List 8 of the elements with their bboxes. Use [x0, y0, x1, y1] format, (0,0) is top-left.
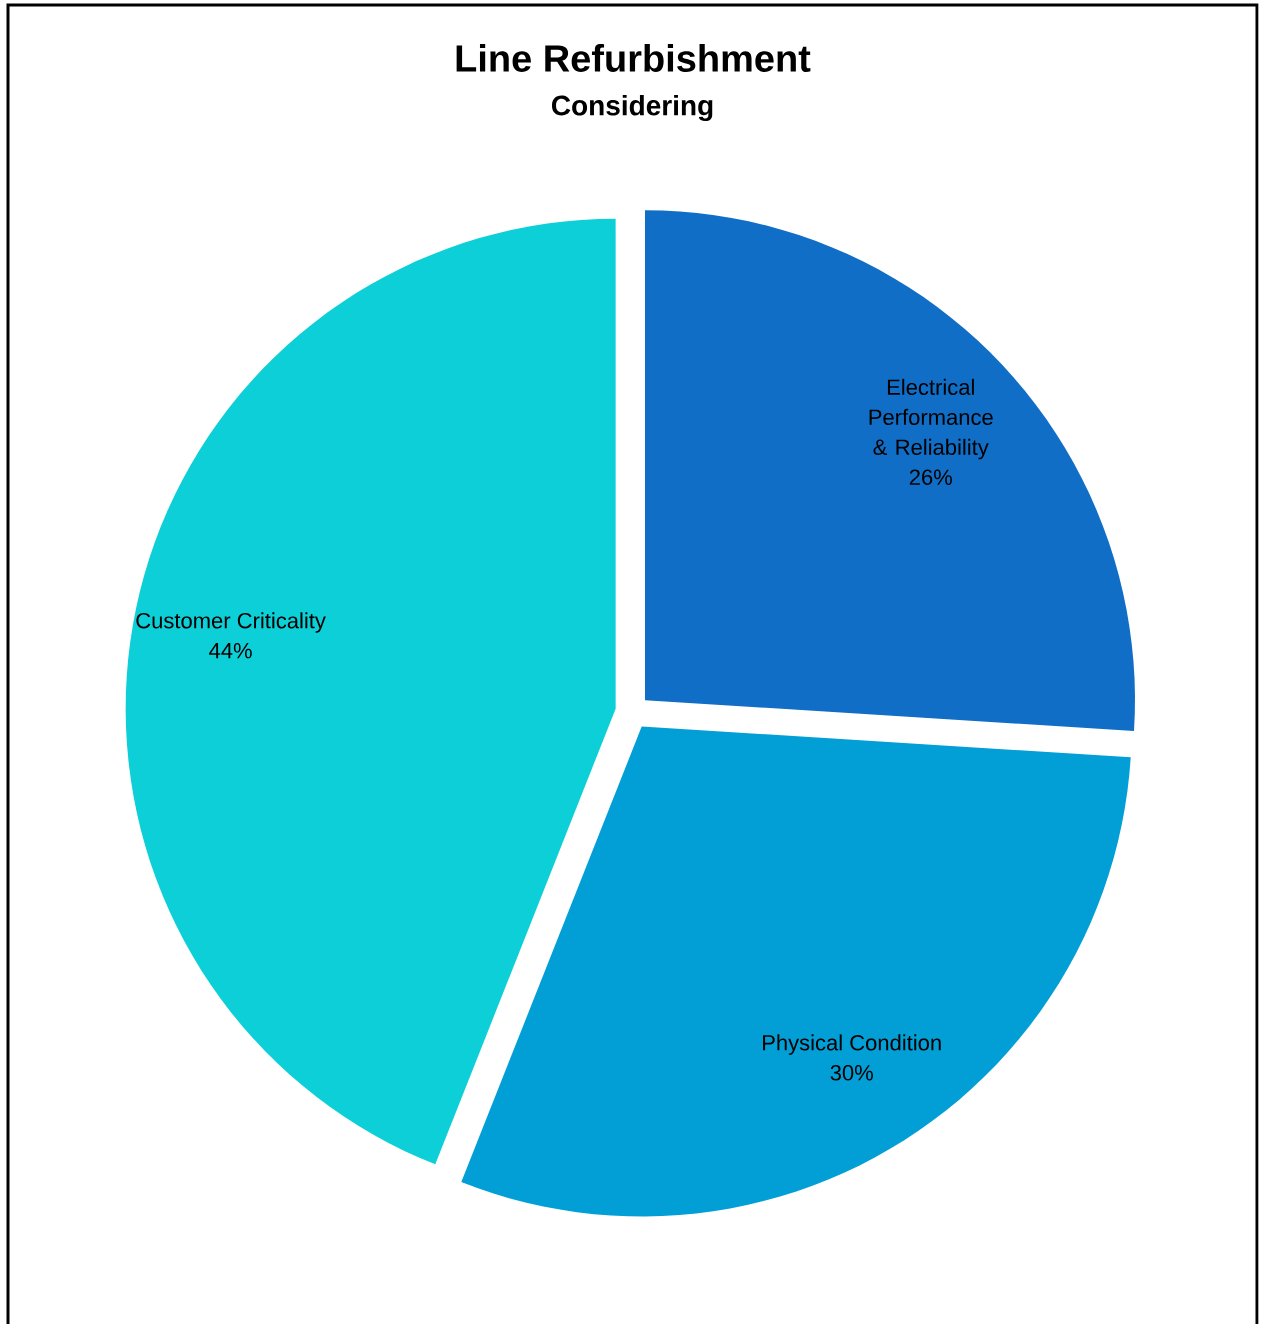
chart-subtitle: Considering [551, 94, 713, 122]
data-label: 30% [830, 1064, 873, 1081]
data-label: 26% [909, 469, 952, 485]
slice-label: Customer Criticality [136, 612, 326, 633]
chart-title: Line Refurbishment [456, 44, 811, 72]
data-label: 44% [209, 642, 252, 659]
slice-label: Electrical Performance & Reliability [869, 378, 993, 460]
slice-label: Physical Condition [763, 1034, 941, 1055]
